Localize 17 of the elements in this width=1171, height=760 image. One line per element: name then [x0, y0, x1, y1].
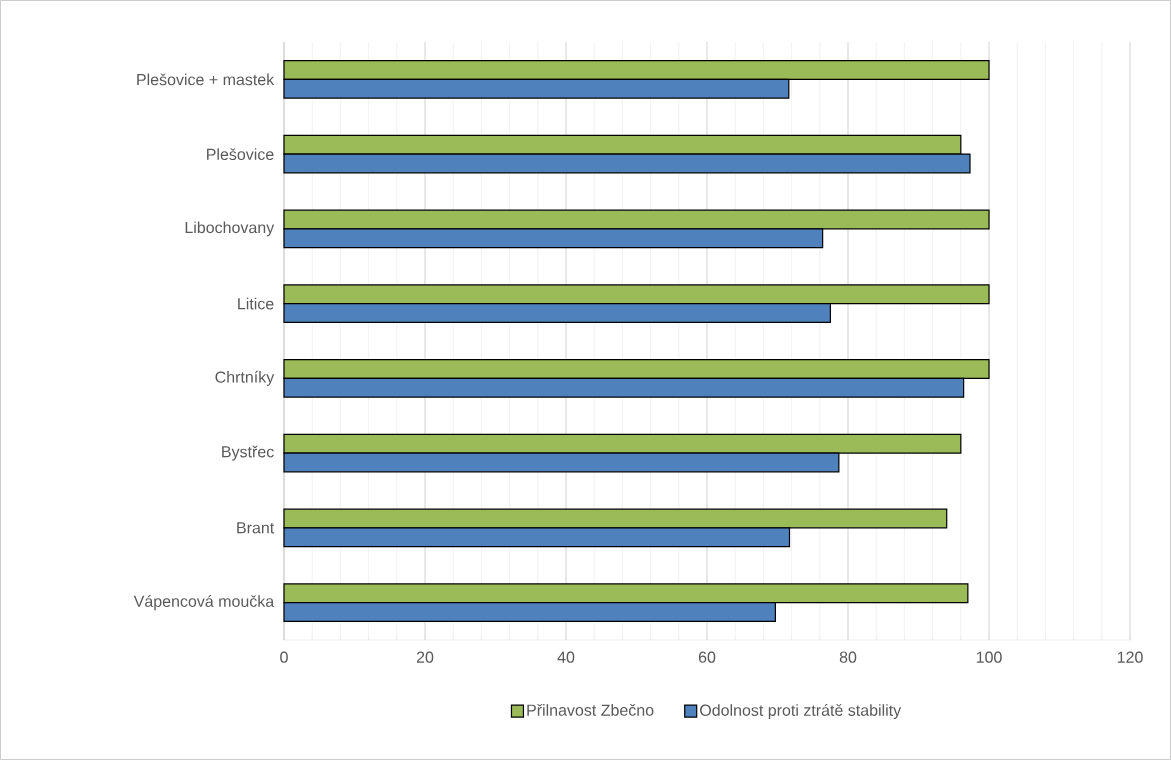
- y-tick-label: Plešovice: [207, 148, 274, 161]
- y-tick-label: Brant: [237, 522, 275, 534]
- y-tick-label: Bystřec: [222, 445, 274, 461]
- x-tick-label: 100: [976, 651, 1002, 663]
- x-tick-label: 80: [839, 651, 857, 663]
- y-tick-label: Chrtníky: [215, 370, 275, 386]
- x-tick-label: 40: [557, 651, 575, 663]
- x-tick-label: 0: [280, 651, 288, 663]
- x-tick-label: 20: [416, 651, 434, 663]
- x-tick-label: 60: [698, 651, 716, 663]
- x-tick-label: 120: [1117, 651, 1143, 663]
- y-tick-label: Libochovany: [185, 221, 275, 237]
- y-tick-label: Plešovice + mastek: [137, 73, 275, 86]
- legend-label: Přilnavost Zbečno: [527, 704, 654, 716]
- y-tick-label: Vápencová moučka: [133, 595, 275, 611]
- legend-label: Odolnost proti ztrátě stability: [700, 703, 902, 720]
- y-tick-label: Litice: [238, 297, 274, 310]
